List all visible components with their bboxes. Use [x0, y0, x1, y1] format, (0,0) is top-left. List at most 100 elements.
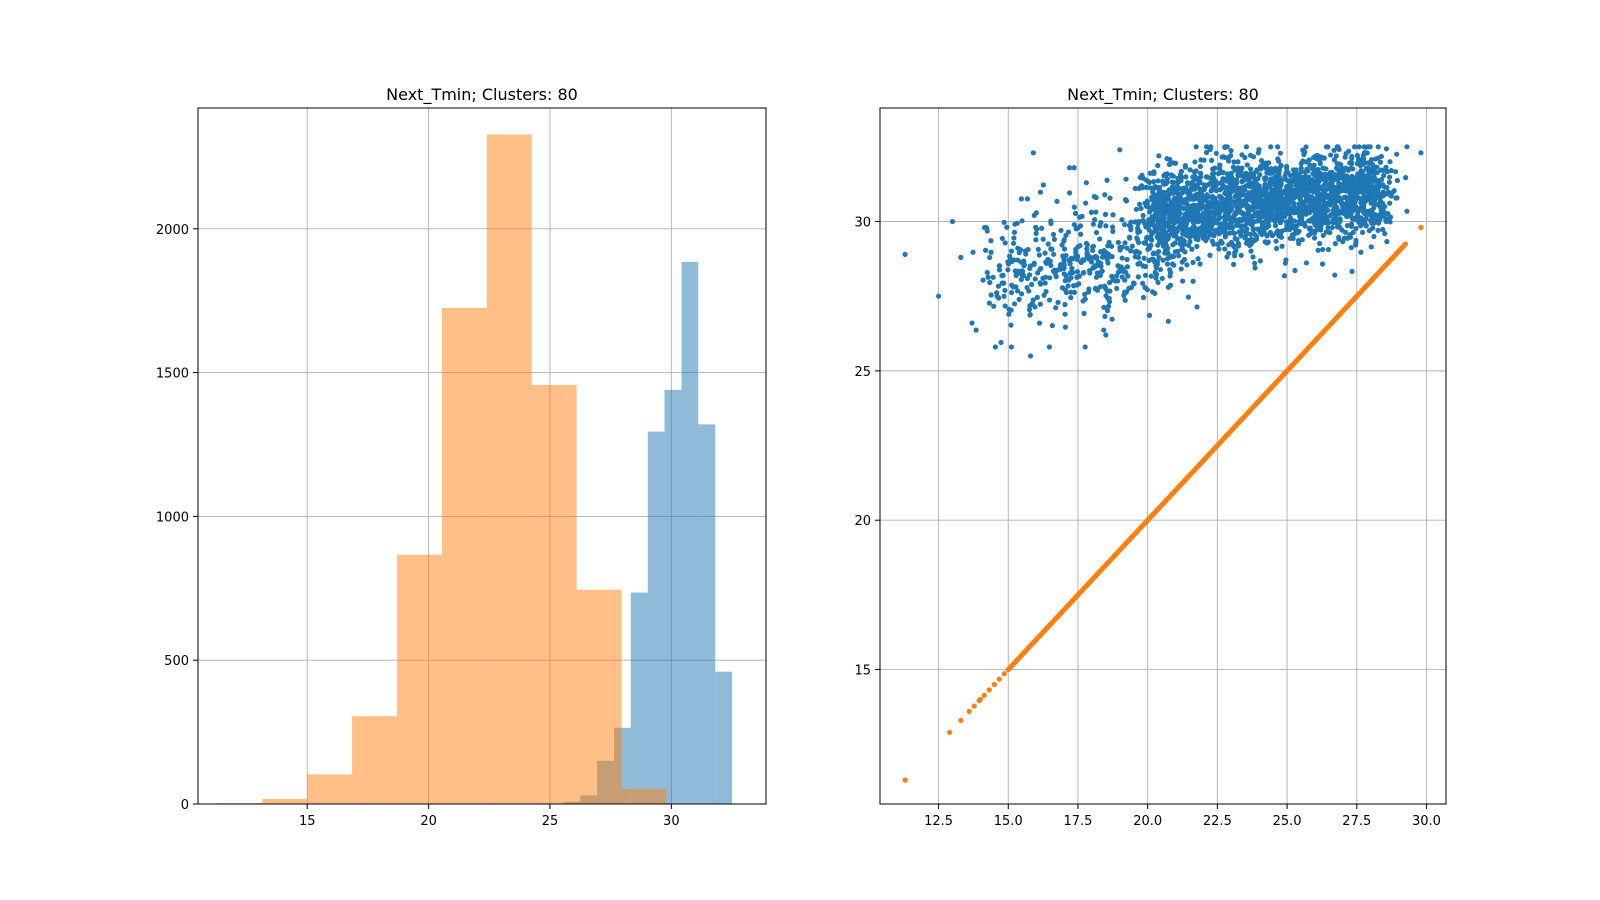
scatter-point: [1143, 203, 1150, 209]
scatter-panel: 12.5 15.0 17.5 20.0 22.5 25.0 27.5 30.0 15 20 25 3…: [854, 85, 1447, 829]
scatter-point: [1292, 267, 1298, 274]
scatter-point: [1045, 241, 1051, 247]
scatter-point: [1097, 284, 1104, 290]
scatter-point: [1093, 209, 1099, 215]
scatter-point: [970, 249, 976, 255]
scatter-point: [1140, 212, 1146, 219]
scatter-point: [1256, 203, 1262, 210]
scatter-point: [1097, 236, 1103, 242]
scatter-point: [1162, 244, 1169, 250]
scatter-point: [1147, 185, 1153, 191]
scatter-point: [1208, 215, 1214, 221]
scatter-title: Next_Tmin; Clusters: 80: [1067, 85, 1259, 105]
scatter-point: [971, 703, 977, 709]
scatter-point: [1070, 270, 1076, 276]
scatter-point: [1388, 168, 1394, 174]
scatter-point: [984, 269, 990, 276]
scatter-point: [1098, 219, 1104, 226]
scatter-point: [1360, 195, 1366, 201]
scatter-point: [1060, 253, 1066, 259]
scatter-point: [1334, 224, 1340, 230]
scatter-point: [1062, 301, 1068, 308]
scatter-point: [1291, 200, 1297, 207]
scatter-point: [1363, 215, 1369, 222]
scatter-point: [1197, 163, 1203, 170]
scatter-point: [1189, 246, 1195, 252]
scatter-point: [1119, 217, 1125, 223]
scatter-point: [1090, 221, 1096, 227]
scatter-point: [1208, 226, 1214, 232]
scatter-point: [1050, 268, 1057, 274]
scatter-point: [1135, 261, 1141, 267]
scatter-point: [1279, 243, 1285, 249]
scatter-point: [998, 339, 1004, 346]
scatter-point: [1151, 191, 1157, 198]
scatter-point: [1092, 263, 1098, 269]
scatter-point: [1146, 243, 1152, 249]
scatter-point: [1172, 203, 1178, 209]
scatter-point: [1012, 268, 1018, 274]
scatter-point: [1270, 206, 1276, 212]
scatter-point: [1132, 185, 1138, 192]
scatter-point: [1244, 162, 1250, 168]
scatter-point: [1194, 243, 1200, 249]
scatter-point: [1303, 159, 1309, 165]
scatter-series-0-points: [902, 144, 1424, 359]
scatter-point: [1016, 296, 1022, 302]
scatter-point: [1210, 176, 1216, 182]
scatter-point: [958, 717, 964, 723]
scatter-x-tick-label: 25.0: [1273, 814, 1302, 829]
scatter-point: [1027, 353, 1034, 359]
scatter-point: [1179, 259, 1185, 265]
scatter-point: [1184, 180, 1191, 186]
scatter-point: [1203, 144, 1210, 150]
scatter-point: [1144, 236, 1150, 242]
scatter-point: [1110, 277, 1116, 283]
scatter-point: [988, 292, 994, 298]
scatter-point: [1152, 207, 1159, 213]
scatter-point: [1103, 223, 1109, 229]
scatter-point: [1140, 294, 1147, 301]
scatter-point: [1106, 239, 1112, 245]
scatter-point: [1380, 182, 1386, 188]
scatter-point: [1133, 206, 1140, 212]
scatter-point: [1164, 156, 1170, 162]
scatter-point: [1336, 234, 1342, 240]
scatter-point: [1172, 160, 1179, 166]
scatter-point: [1325, 193, 1331, 199]
scatter-point: [1224, 254, 1230, 260]
scatter-point: [1144, 198, 1150, 204]
scatter-point: [1257, 258, 1263, 264]
scatter-point: [1161, 173, 1167, 179]
scatter-point: [1367, 144, 1373, 150]
scatter-point: [1036, 252, 1042, 258]
scatter-point: [1351, 195, 1357, 201]
scatter-point: [1370, 225, 1376, 231]
scatter-point: [1267, 183, 1273, 189]
scatter-point: [1164, 261, 1170, 267]
scatter-point: [1337, 183, 1343, 189]
scatter-point: [949, 218, 956, 225]
scatter-point: [1268, 144, 1274, 150]
scatter-point: [1293, 167, 1299, 173]
scatter-point: [1307, 180, 1313, 187]
scatter-point: [1301, 151, 1307, 158]
scatter-point: [1055, 299, 1061, 305]
scatter-point: [1002, 303, 1008, 309]
scatter-point: [997, 263, 1003, 269]
scatter-point: [1172, 249, 1178, 255]
scatter-point: [1040, 275, 1046, 281]
scatter-point: [1224, 202, 1230, 208]
scatter-point: [1262, 161, 1268, 167]
scatter-point: [1359, 189, 1366, 196]
scatter-point: [1067, 261, 1073, 267]
scatter-point: [1262, 239, 1268, 245]
scatter-point: [1038, 281, 1044, 287]
scatter-point: [1093, 229, 1100, 236]
scatter-point: [1213, 150, 1219, 156]
scatter-point: [1026, 307, 1033, 313]
scatter-point: [1368, 195, 1374, 201]
scatter-point: [1306, 199, 1313, 205]
scatter-point: [1151, 250, 1157, 256]
scatter-point: [1090, 244, 1096, 250]
